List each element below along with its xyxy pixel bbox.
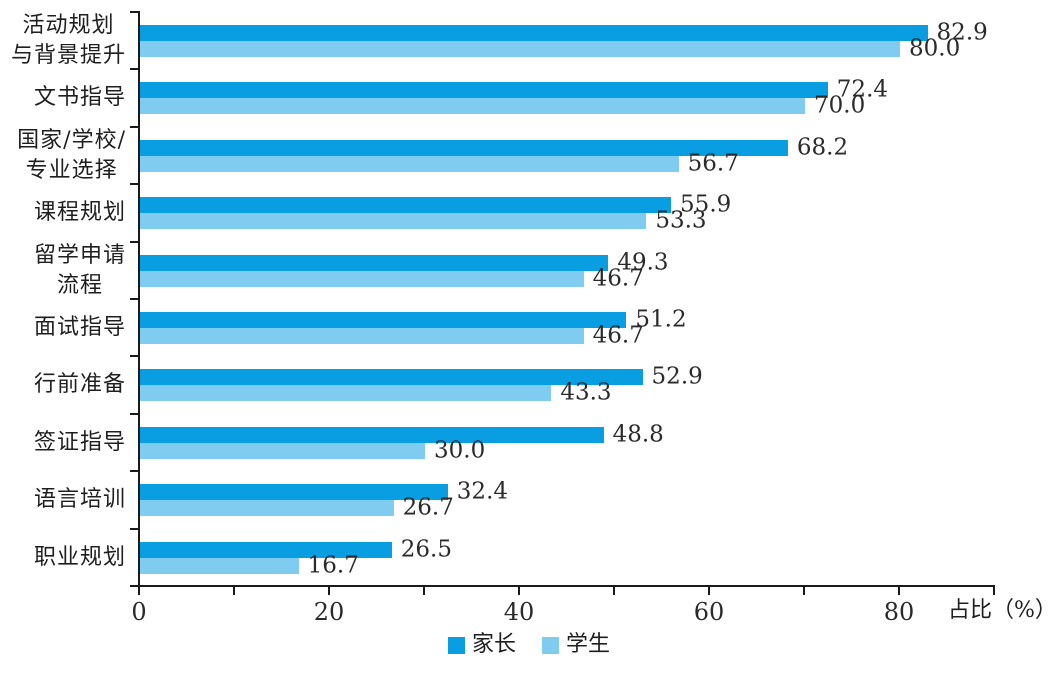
bar-value-label: 82.9 — [936, 19, 988, 46]
bar-student — [140, 213, 647, 230]
x-tick — [898, 587, 900, 595]
y-tick — [130, 125, 138, 128]
bar-value-label: 53.3 — [655, 207, 707, 234]
legend-item: 学生 — [542, 634, 610, 656]
bar-parent — [140, 254, 609, 271]
bar-student — [140, 442, 425, 459]
bar-parent — [140, 82, 828, 99]
bar-value-label: 46.7 — [592, 265, 644, 292]
category-label: 行前准备 — [33, 372, 126, 398]
y-tick — [130, 68, 138, 71]
bar-student — [140, 155, 679, 172]
category-label: 面试指导 — [33, 315, 126, 340]
x-tick-label: 80 — [883, 598, 915, 626]
category-label: 职业规划 — [33, 544, 126, 570]
bar-student — [140, 500, 394, 517]
category-label: 课程规划 — [33, 200, 126, 226]
bar-value-label: 32.4 — [456, 478, 509, 505]
y-tick — [130, 585, 138, 587]
bar-value-label: 30.0 — [434, 437, 486, 464]
bar-value-label: 49.3 — [617, 249, 669, 276]
x-tick — [803, 587, 805, 595]
bar-value-label: 52.9 — [651, 363, 703, 390]
bar-value-label: 26.5 — [400, 536, 452, 563]
x-tick-label: 60 — [693, 598, 725, 626]
x-tick-label: 20 — [313, 598, 345, 626]
y-tick — [130, 298, 138, 300]
bar-parent — [140, 139, 788, 156]
bar-value-label: 43.3 — [560, 379, 612, 406]
y-tick — [130, 355, 138, 358]
bar-student — [140, 328, 584, 344]
bar-value-label: 48.8 — [612, 421, 664, 448]
category-label: 语言培训 — [33, 487, 126, 513]
x-tick — [613, 587, 615, 595]
y-axis-line — [138, 11, 140, 587]
bar-value-label: 51.2 — [635, 306, 687, 333]
legend-item: 家长 — [447, 632, 516, 657]
x-tick — [328, 587, 330, 595]
y-tick — [130, 412, 138, 415]
bar-parent — [140, 369, 643, 386]
legend-swatch — [542, 636, 559, 654]
bar-value-label: 68.2 — [796, 134, 849, 161]
category-label: 留学申请 流程 — [33, 242, 126, 298]
bar-value-label: 80.0 — [909, 35, 961, 62]
y-tick — [130, 183, 138, 186]
bar-student — [140, 385, 552, 402]
legend: 家长 学生 — [0, 634, 1058, 656]
bar-value-label: 16.7 — [307, 552, 359, 579]
x-tick — [518, 587, 520, 595]
bar-parent — [140, 197, 672, 214]
y-tick — [130, 11, 138, 13]
bar-parent — [140, 25, 928, 41]
category-label: 国家/学校/专业选择 — [17, 127, 126, 183]
x-tick — [423, 587, 425, 595]
x-tick-label: 40 — [503, 598, 535, 626]
y-tick — [130, 470, 138, 473]
bar-value-label: 55.9 — [680, 191, 732, 218]
x-tick — [233, 587, 235, 595]
y-tick — [130, 240, 138, 243]
bar-student — [140, 557, 299, 574]
bar-parent — [140, 426, 604, 443]
legend-label: 学生 — [566, 632, 611, 657]
bar-parent — [140, 541, 392, 558]
bar-student — [140, 41, 900, 57]
x-tick — [993, 587, 995, 595]
x-tick — [708, 587, 710, 595]
bar-value-label: 70.0 — [814, 92, 866, 119]
bar-parent — [140, 484, 448, 501]
x-axis-title: 占比（%） — [948, 598, 1057, 623]
bar-value-label: 56.7 — [687, 150, 739, 177]
bar-value-label: 46.7 — [592, 322, 644, 349]
y-tick — [130, 527, 138, 530]
bar-student — [140, 270, 584, 287]
bar-parent — [140, 312, 627, 328]
x-tick — [138, 587, 140, 595]
legend-swatch — [447, 636, 465, 654]
x-axis-line — [138, 585, 995, 587]
bar-value-label: 72.4 — [836, 76, 889, 103]
bar-value-label: 26.7 — [402, 494, 454, 521]
x-tick-label: 0 — [131, 598, 147, 626]
bar-student — [140, 98, 805, 115]
legend-label: 家长 — [471, 632, 516, 657]
category-label: 文书指导 — [33, 85, 126, 111]
category-label: 活动规划 与背景提升 — [10, 13, 126, 68]
category-label: 签证指导 — [33, 429, 126, 455]
